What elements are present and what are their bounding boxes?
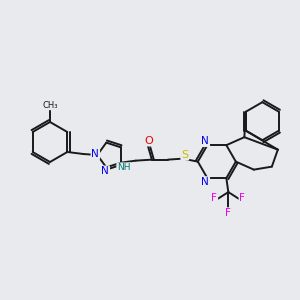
Text: CH₃: CH₃ xyxy=(42,100,58,109)
Text: F: F xyxy=(239,193,245,203)
Text: O: O xyxy=(145,136,153,146)
Text: S: S xyxy=(181,150,188,160)
Text: N: N xyxy=(202,177,209,187)
Text: F: F xyxy=(225,208,231,218)
Text: N: N xyxy=(101,167,109,176)
Text: N: N xyxy=(92,149,99,159)
Text: F: F xyxy=(212,193,217,203)
Text: N: N xyxy=(202,136,209,146)
Text: NH: NH xyxy=(117,163,130,172)
